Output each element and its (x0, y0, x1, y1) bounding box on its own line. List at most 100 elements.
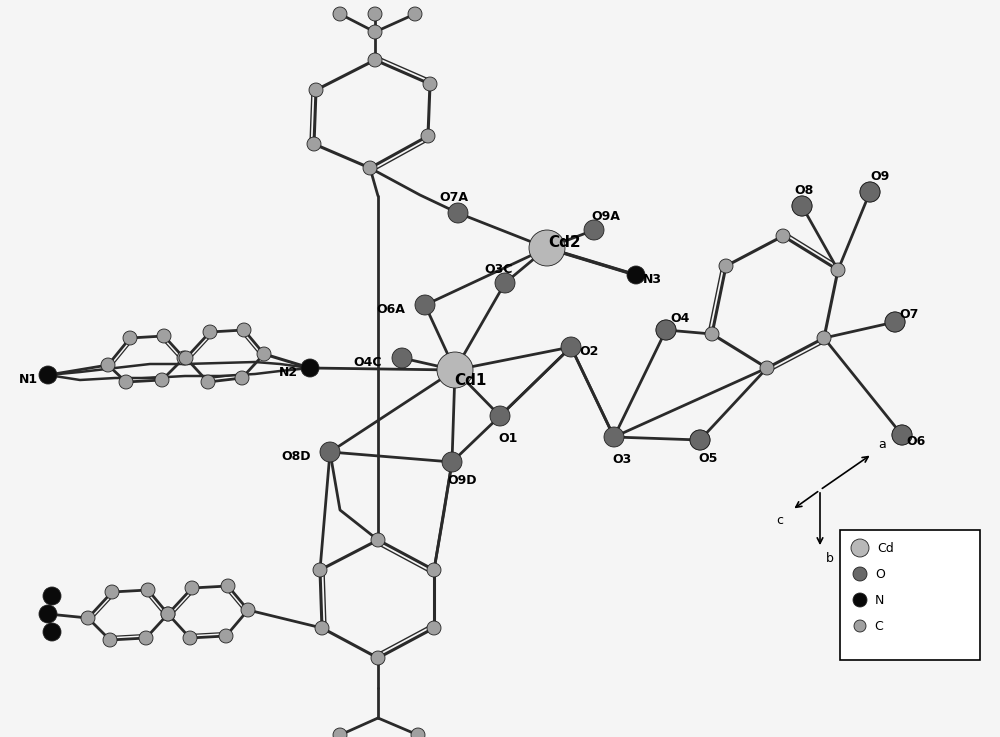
Circle shape (892, 425, 912, 445)
Text: O7: O7 (899, 307, 919, 321)
Circle shape (427, 621, 441, 635)
Text: O5: O5 (698, 452, 718, 464)
Circle shape (201, 375, 215, 389)
Text: O3: O3 (612, 453, 632, 466)
Text: N3: N3 (642, 273, 662, 285)
Text: O: O (875, 567, 885, 581)
Circle shape (155, 373, 169, 387)
Text: N1: N1 (18, 372, 38, 385)
Circle shape (442, 452, 462, 472)
Circle shape (853, 593, 867, 607)
Circle shape (892, 425, 912, 445)
Circle shape (363, 161, 377, 175)
Circle shape (423, 77, 437, 91)
Circle shape (119, 375, 133, 389)
Text: Cd2: Cd2 (549, 234, 581, 250)
Circle shape (177, 351, 191, 365)
Circle shape (161, 607, 175, 621)
Text: C: C (874, 620, 883, 632)
Text: O4: O4 (670, 312, 690, 324)
Circle shape (235, 371, 249, 385)
Circle shape (604, 427, 624, 447)
Text: Cd1: Cd1 (454, 372, 486, 388)
Circle shape (368, 25, 382, 39)
Circle shape (371, 533, 385, 547)
Circle shape (371, 651, 385, 665)
Text: O1: O1 (498, 431, 518, 444)
Circle shape (817, 331, 831, 345)
Circle shape (141, 583, 155, 597)
Circle shape (183, 631, 197, 645)
Circle shape (860, 182, 880, 202)
Circle shape (368, 53, 382, 67)
Circle shape (105, 585, 119, 599)
Circle shape (760, 361, 774, 375)
Circle shape (627, 266, 645, 284)
Circle shape (43, 623, 61, 641)
Text: O2: O2 (579, 344, 599, 357)
Circle shape (448, 203, 468, 223)
Circle shape (315, 621, 329, 635)
Circle shape (241, 603, 255, 617)
Circle shape (103, 633, 117, 647)
Circle shape (309, 83, 323, 97)
Circle shape (313, 563, 327, 577)
Circle shape (690, 430, 710, 450)
Circle shape (320, 442, 340, 462)
Circle shape (123, 331, 137, 345)
Circle shape (39, 366, 57, 384)
Circle shape (421, 129, 435, 143)
Circle shape (301, 359, 319, 377)
Bar (840, 530, 980, 660)
Circle shape (203, 325, 217, 339)
Circle shape (860, 182, 880, 202)
Circle shape (185, 581, 199, 595)
Text: O7A: O7A (440, 190, 468, 203)
Circle shape (885, 312, 905, 332)
Circle shape (408, 7, 422, 21)
Circle shape (81, 611, 95, 625)
Circle shape (157, 329, 171, 343)
Circle shape (39, 605, 57, 623)
Circle shape (719, 259, 733, 273)
Circle shape (43, 587, 61, 605)
Text: Cd: Cd (877, 542, 894, 554)
Text: b: b (826, 551, 834, 565)
Text: a: a (878, 438, 886, 450)
Circle shape (139, 631, 153, 645)
Circle shape (885, 312, 905, 332)
Circle shape (705, 327, 719, 341)
Circle shape (307, 137, 321, 151)
Circle shape (427, 563, 441, 577)
Circle shape (437, 352, 473, 388)
Circle shape (490, 406, 510, 426)
Text: O9: O9 (870, 170, 890, 183)
Text: O3C: O3C (485, 262, 513, 276)
Circle shape (851, 539, 869, 557)
Text: O4C: O4C (354, 355, 382, 368)
Text: c: c (776, 514, 784, 526)
Circle shape (656, 320, 676, 340)
Circle shape (333, 7, 347, 21)
Circle shape (368, 7, 382, 21)
Circle shape (584, 220, 604, 240)
Circle shape (257, 347, 271, 361)
Circle shape (219, 629, 233, 643)
Circle shape (561, 337, 581, 357)
Text: O8D: O8D (281, 450, 311, 463)
Circle shape (529, 230, 565, 266)
Circle shape (221, 579, 235, 593)
Text: N: N (875, 593, 884, 607)
Circle shape (161, 607, 175, 621)
Circle shape (854, 620, 866, 632)
Circle shape (495, 273, 515, 293)
Circle shape (237, 323, 251, 337)
Circle shape (333, 728, 347, 737)
Text: O8: O8 (794, 184, 814, 197)
Circle shape (792, 196, 812, 216)
Circle shape (101, 358, 115, 372)
Text: O9D: O9D (447, 473, 477, 486)
Circle shape (411, 728, 425, 737)
Circle shape (179, 351, 193, 365)
Circle shape (415, 295, 435, 315)
